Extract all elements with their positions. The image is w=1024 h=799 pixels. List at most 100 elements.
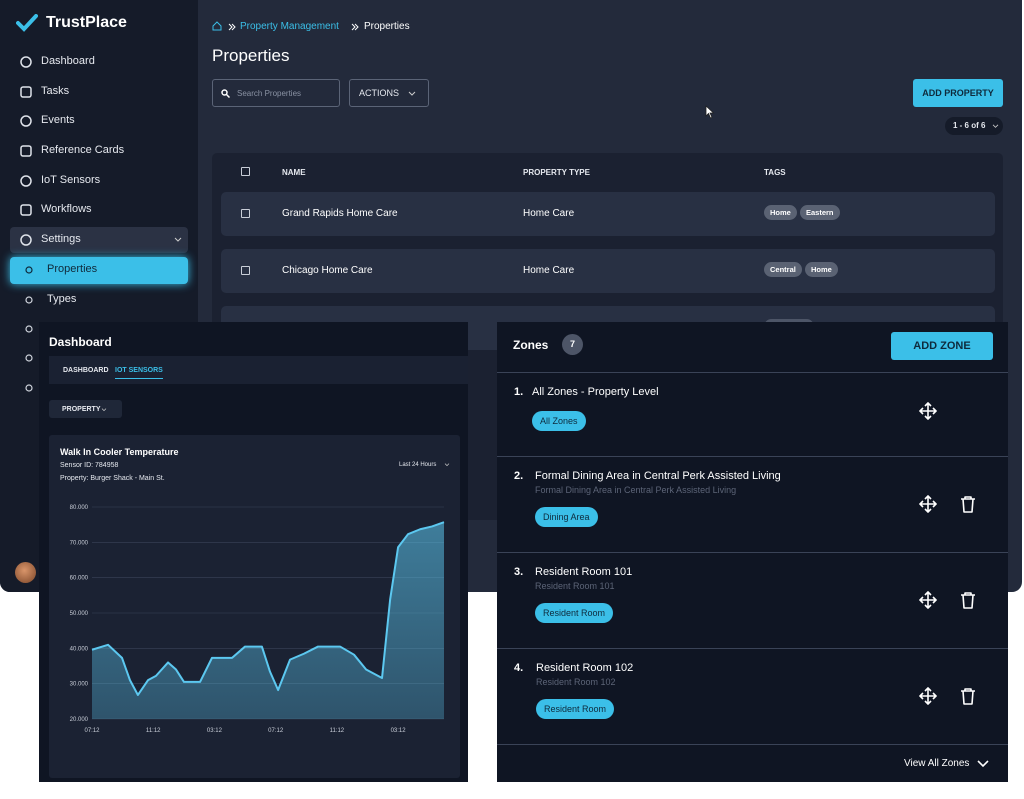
zone-count: 7 bbox=[569, 339, 575, 349]
table-row[interactable]: Grand Rapids Home Care Home Care Home Easte… bbox=[221, 192, 995, 236]
x-tick-label: 11:12 bbox=[146, 728, 161, 734]
bullet bbox=[25, 325, 33, 333]
add-zone-label: ADD ZONE bbox=[913, 340, 971, 352]
tab-bar: DASHBOARD IOT SENSORS bbox=[49, 356, 468, 384]
chevron-path bbox=[174, 237, 182, 242]
zone-name: Resident Room 101 bbox=[535, 566, 633, 578]
nav-icon bbox=[20, 56, 32, 68]
tag-chip: Eastern bbox=[800, 205, 840, 220]
tag-chip: Central bbox=[764, 262, 802, 277]
zone-number: 4. bbox=[514, 662, 524, 674]
handle bbox=[225, 93, 230, 98]
zone-subtitle: Resident Room 102 bbox=[536, 677, 616, 687]
sub-nav-item[interactable]: Types bbox=[47, 293, 77, 305]
search-box[interactable]: Search Properties bbox=[212, 79, 340, 107]
delete-icon bbox=[961, 592, 975, 609]
y-tick-label: 50.000 bbox=[70, 611, 89, 617]
breadcrumb-separator bbox=[351, 23, 359, 31]
chevron bbox=[101, 408, 107, 412]
column-header: NAME bbox=[282, 168, 306, 177]
zone-tag: Resident Room bbox=[536, 699, 615, 719]
sep bbox=[228, 23, 236, 31]
tag-label: Eastern bbox=[806, 208, 834, 217]
lens bbox=[221, 89, 228, 96]
pagination[interactable]: 1 - 6 of 6 bbox=[945, 117, 1003, 135]
nav-item[interactable]: Tasks bbox=[41, 85, 70, 97]
view-all-zones[interactable]: View All Zones bbox=[904, 758, 970, 769]
trash-path bbox=[961, 592, 975, 609]
delete-icon bbox=[961, 688, 975, 705]
add-property-button[interactable]: ADD PROPERTY bbox=[913, 79, 1003, 107]
zone-tag: All Zones bbox=[532, 411, 586, 431]
tag-label: Home bbox=[811, 265, 832, 274]
zone-tag-label: All Zones bbox=[540, 416, 578, 426]
filter-label: PROPERTY bbox=[62, 406, 101, 413]
divider bbox=[497, 744, 1008, 745]
zone-subtitle: Resident Room 101 bbox=[535, 581, 615, 591]
zone-tag: Resident Room bbox=[535, 603, 614, 623]
y-tick-label: 70.000 bbox=[70, 540, 89, 546]
search-icon bbox=[221, 89, 230, 98]
actions-button[interactable]: ACTIONS bbox=[349, 79, 429, 107]
nav-item[interactable]: Workflows bbox=[41, 203, 92, 215]
zone-item: 3. Resident Room 101 Resident Room 101 Resi… bbox=[497, 553, 1008, 649]
nav-icon bbox=[20, 175, 32, 187]
zone-tag-label: Dining Area bbox=[543, 512, 590, 522]
y-tick-label: 30.000 bbox=[70, 682, 89, 688]
range-select[interactable]: Last 24 Hours bbox=[399, 462, 437, 468]
divider bbox=[497, 648, 1008, 649]
icon-shape bbox=[20, 56, 32, 68]
tab-active[interactable]: IOT SENSORS bbox=[115, 367, 163, 379]
y-tick-label: 40.000 bbox=[70, 646, 89, 652]
x-tick-label: 11:12 bbox=[330, 728, 345, 734]
sub-nav-bullet bbox=[25, 266, 33, 274]
icon-shape bbox=[20, 234, 32, 246]
table-row[interactable]: Chicago Home Care Home Care Central Home bbox=[221, 249, 995, 293]
nav-item[interactable]: Events bbox=[41, 114, 75, 126]
column-header: PROPERTY TYPE bbox=[523, 168, 590, 177]
nav-icon bbox=[20, 234, 32, 246]
column-header: TAGS bbox=[764, 168, 786, 177]
sensor-property: Property: Burger Shack - Main St. bbox=[60, 475, 165, 482]
sub-nav-bullet bbox=[25, 296, 33, 304]
nav-item[interactable]: Dashboard bbox=[41, 55, 95, 67]
bullet bbox=[25, 354, 33, 362]
add-zone-button[interactable]: ADD ZONE bbox=[891, 332, 993, 360]
checkbox[interactable] bbox=[241, 167, 250, 176]
property-filter[interactable]: PROPERTY bbox=[49, 400, 122, 418]
nav-item[interactable]: IoT Sensors bbox=[41, 174, 101, 186]
checkbox[interactable] bbox=[241, 266, 250, 275]
zone-tag-label: Resident Room bbox=[544, 704, 607, 714]
chevron-path bbox=[408, 91, 416, 96]
bullet bbox=[25, 384, 33, 392]
home-icon bbox=[212, 21, 222, 31]
checkbox[interactable] bbox=[241, 209, 250, 218]
nav-item[interactable]: Settings bbox=[41, 233, 81, 245]
area-chart: 20.000 30.000 40.000 50.000 60.000 70.000 80.0… bbox=[70, 505, 445, 734]
zone-item: 1. All Zones - Property Level All Zones bbox=[497, 373, 1008, 457]
move-icon bbox=[919, 402, 937, 420]
chevron-path bbox=[444, 463, 450, 467]
property-type: Home Care bbox=[523, 265, 575, 276]
sub-nav-item[interactable]: Properties bbox=[47, 263, 98, 275]
move-icon bbox=[919, 687, 937, 705]
page-title: Properties bbox=[212, 46, 290, 65]
move-path bbox=[919, 687, 937, 705]
y-tick-label: 80.000 bbox=[70, 505, 89, 511]
divider bbox=[497, 552, 1008, 553]
pagination-label: 1 - 6 of 6 bbox=[953, 121, 986, 130]
chevron-path bbox=[101, 408, 107, 412]
bullet bbox=[25, 296, 33, 304]
zone-tag-label: Resident Room bbox=[543, 608, 606, 618]
sub-nav-bullet bbox=[25, 384, 33, 392]
trash-path bbox=[961, 688, 975, 705]
logo-icon bbox=[16, 14, 38, 32]
zone-count-badge: 7 bbox=[562, 334, 583, 355]
breadcrumb-link[interactable]: Property Management bbox=[240, 21, 339, 32]
actions-label: ACTIONS bbox=[359, 88, 400, 98]
mouse-cursor bbox=[705, 105, 715, 119]
nav-item[interactable]: Reference Cards bbox=[41, 144, 125, 156]
tab[interactable]: DASHBOARD bbox=[63, 367, 109, 374]
chart-title: Walk In Cooler Temperature bbox=[60, 447, 179, 457]
